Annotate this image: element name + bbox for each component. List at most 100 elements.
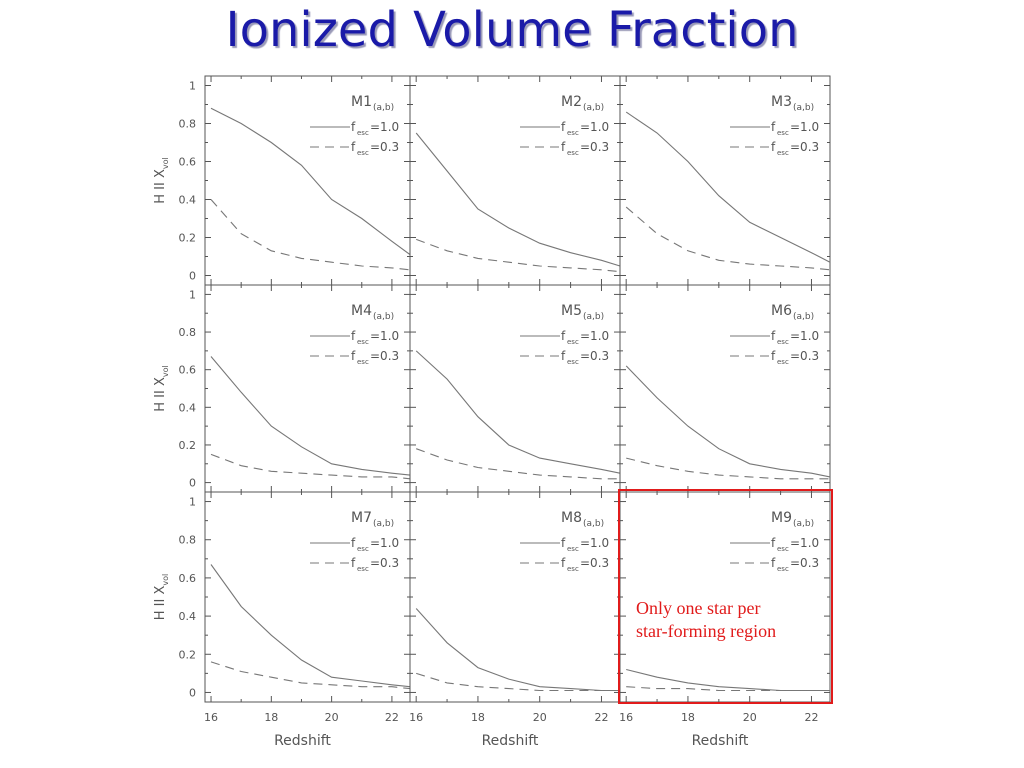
series-line-fesc-1-0 (625, 111, 831, 263)
legend-label-value: =1.0 (580, 120, 609, 134)
legend-label-value: =1.0 (370, 536, 399, 550)
x-axis-label: Redshift (692, 733, 749, 749)
panel-label: M2 (561, 94, 582, 110)
panel-label: M3 (771, 94, 792, 110)
legend-label: f (351, 120, 356, 134)
y-axis-label: H II Xvol (153, 157, 170, 203)
panel-label-sub: (a,b) (373, 312, 394, 322)
legend-label-sub: esc (777, 338, 789, 346)
panel-m5: M5 (a,b)f esc =1.0f esc =0.3 (409, 284, 621, 493)
legend-label-sub: esc (777, 565, 789, 573)
legend-label-sub: esc (357, 358, 369, 366)
panel-label-sub: (a,b) (583, 103, 604, 113)
series-line-fesc-0-3 (625, 206, 831, 271)
panel-label-sub: (a,b) (583, 312, 604, 322)
y-tick-label: 0.8 (179, 534, 197, 547)
y-tick-label: 0.8 (179, 118, 197, 131)
y-tick-label: 0.4 (179, 194, 197, 207)
series-line-fesc-1-0 (210, 356, 411, 476)
x-tick-label: 16 (204, 711, 218, 724)
legend-label-value: =0.3 (580, 349, 609, 363)
y-tick-label: 0 (189, 477, 196, 490)
x-tick-label: 18 (681, 711, 695, 724)
panel-label: M9 (771, 510, 792, 526)
series-line-fesc-0-3 (210, 453, 411, 480)
legend-label-value: =1.0 (790, 536, 819, 550)
legend-label-sub: esc (567, 565, 579, 573)
legend-label-sub: esc (357, 338, 369, 346)
y-tick-label: 0 (189, 686, 196, 699)
legend-label-value: =0.3 (370, 140, 399, 154)
legend-label: f (561, 349, 566, 363)
legend-label: f (771, 556, 776, 570)
legend-label-sub: esc (357, 565, 369, 573)
y-axis-label: H II Xvol (153, 574, 170, 620)
y-tick-label: 0.4 (179, 401, 197, 414)
x-tick-label: 18 (264, 711, 278, 724)
legend-label-value: =0.3 (580, 556, 609, 570)
legend-label-sub: esc (567, 129, 579, 137)
legend-label-sub: esc (357, 129, 369, 137)
series-line-fesc-0-3 (626, 686, 830, 692)
legend-label-value: =0.3 (790, 349, 819, 363)
legend-label-value: =0.3 (790, 140, 819, 154)
annotation-line-2: star-forming region (636, 621, 777, 641)
series-line-fesc-1-0 (415, 350, 621, 474)
legend-label-sub: esc (567, 149, 579, 157)
y-tick-label: 0 (189, 270, 196, 283)
x-tick-label: 18 (471, 711, 485, 724)
legend-label-sub: esc (357, 149, 369, 157)
legend-label-value: =0.3 (580, 140, 609, 154)
legend-label-sub: esc (567, 358, 579, 366)
legend-label-value: =1.0 (580, 329, 609, 343)
x-tick-label: 16 (409, 711, 423, 724)
legend-label-value: =1.0 (790, 329, 819, 343)
annotation-box (618, 489, 833, 704)
x-tick-label: 20 (533, 711, 547, 724)
series-line-fesc-0-3 (416, 448, 620, 480)
x-tick-label: 22 (594, 711, 608, 724)
legend-label: f (351, 556, 356, 570)
legend-label: f (561, 120, 566, 134)
legend-label-value: =0.3 (370, 556, 399, 570)
y-tick-label: 0.8 (179, 326, 197, 339)
series-line-fesc-1-0 (415, 608, 620, 692)
panel-label-sub: (a,b) (793, 103, 814, 113)
legend-label-sub: esc (357, 545, 369, 553)
legend-label: f (561, 140, 566, 154)
x-tick-label: 22 (385, 711, 399, 724)
series-line-fesc-0-3 (210, 199, 411, 271)
series-line-fesc-0-3 (626, 457, 830, 480)
y-tick-label: 0.4 (179, 610, 197, 623)
legend-label-value: =1.0 (790, 120, 819, 134)
panel-label: M1 (351, 94, 372, 110)
panel-label: M4 (351, 303, 372, 319)
legend-label: f (771, 120, 776, 134)
panel-label-sub: (a,b) (583, 519, 604, 529)
legend-label-sub: esc (777, 545, 789, 553)
legend-label: f (771, 349, 776, 363)
x-tick-label: 20 (743, 711, 757, 724)
legend-label-sub: esc (567, 545, 579, 553)
panel-label-sub: (a,b) (793, 519, 814, 529)
legend-label-sub: esc (777, 129, 789, 137)
legend-label-sub: esc (777, 149, 789, 157)
legend-label: f (771, 329, 776, 343)
x-tick-label: 20 (325, 711, 339, 724)
panel-label: M8 (561, 510, 582, 526)
series-line-fesc-1-0 (210, 564, 411, 688)
y-tick-label: 0.2 (179, 439, 197, 452)
x-tick-label: 16 (619, 711, 633, 724)
legend-label-value: =1.0 (370, 120, 399, 134)
legend-label-value: =1.0 (580, 536, 609, 550)
y-tick-label: 0.6 (179, 572, 197, 585)
y-tick-label: 0.6 (179, 156, 197, 169)
legend-label: f (351, 329, 356, 343)
panel-m6: M6 (a,b)f esc =1.0f esc =0.3 (619, 284, 831, 493)
y-tick-label: 1 (189, 80, 196, 93)
y-tick-label: 0.2 (179, 648, 197, 661)
y-tick-label: 1 (189, 496, 196, 509)
y-tick-label: 1 (189, 288, 196, 301)
